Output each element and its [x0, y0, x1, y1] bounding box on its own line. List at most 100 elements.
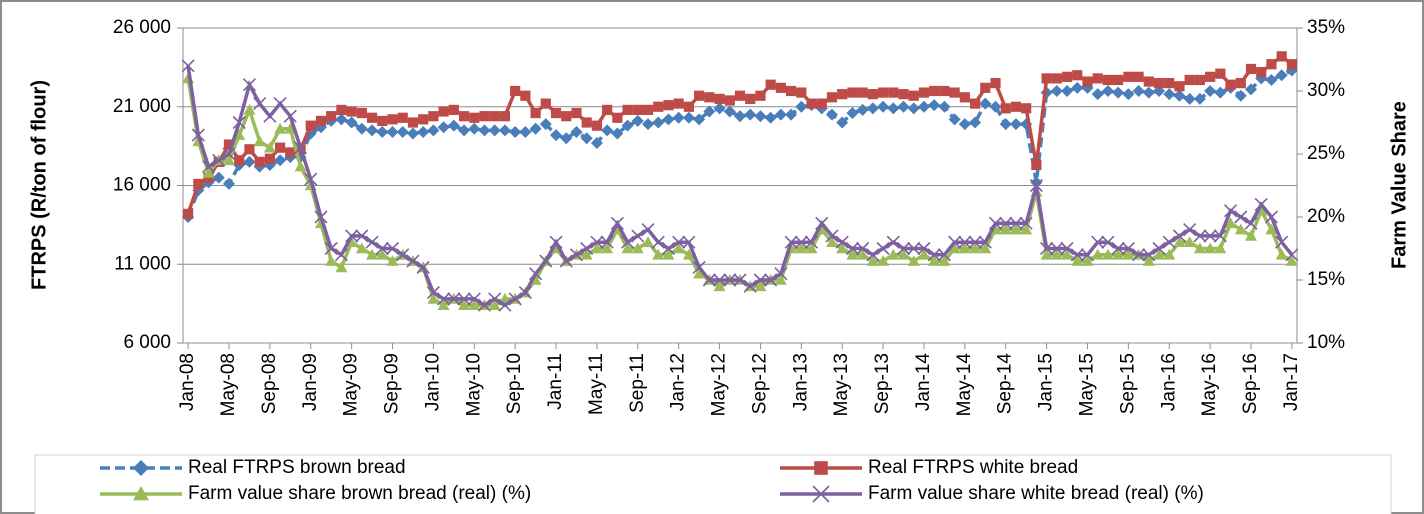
point	[784, 235, 798, 249]
point	[692, 260, 706, 274]
point	[845, 241, 859, 256]
x-tick-label: Sep-08	[259, 353, 280, 414]
point	[407, 117, 419, 128]
point	[193, 178, 204, 190]
point	[724, 95, 735, 106]
point	[1142, 86, 1155, 99]
point	[1214, 242, 1227, 254]
point	[1153, 248, 1166, 260]
x-tick-label: Jan-12	[668, 353, 689, 411]
point	[1102, 74, 1114, 86]
point	[642, 236, 655, 247]
point	[202, 166, 215, 178]
y-tick-label: 21 000	[113, 96, 171, 117]
point	[653, 101, 664, 112]
point	[723, 105, 736, 118]
point	[694, 90, 705, 101]
point	[498, 298, 512, 312]
point	[468, 122, 481, 135]
point	[1264, 210, 1279, 224]
point	[682, 248, 695, 260]
point	[612, 112, 623, 123]
point	[479, 111, 490, 122]
point	[907, 102, 920, 115]
point	[969, 242, 982, 254]
point	[837, 89, 848, 100]
point	[1040, 248, 1053, 260]
point	[1010, 101, 1022, 112]
point	[1245, 229, 1258, 241]
point	[774, 267, 788, 281]
point	[621, 242, 634, 254]
point	[232, 115, 246, 130]
point	[426, 286, 440, 300]
point	[274, 154, 287, 167]
point	[877, 100, 890, 113]
point	[488, 124, 501, 137]
point	[1121, 241, 1135, 256]
y2-axis-title: Farm Value Share	[1388, 101, 1410, 269]
point	[561, 111, 572, 122]
point	[417, 125, 430, 138]
point	[539, 118, 552, 131]
point	[662, 248, 675, 260]
point	[651, 235, 665, 249]
point	[1234, 210, 1248, 224]
point	[222, 147, 236, 161]
y2-tick-label: 10%	[1307, 332, 1345, 353]
point	[1021, 103, 1032, 114]
point	[314, 210, 328, 224]
point	[418, 114, 429, 125]
point	[602, 104, 613, 115]
point	[682, 111, 695, 124]
point	[406, 254, 420, 268]
point	[753, 273, 768, 287]
point	[754, 280, 767, 292]
point	[549, 235, 563, 249]
point	[590, 136, 603, 149]
point	[713, 102, 726, 115]
point	[1224, 204, 1238, 218]
point	[897, 248, 910, 260]
point	[958, 235, 972, 249]
legend-marker	[133, 486, 149, 501]
point	[927, 248, 941, 262]
y2-tick-label: 20%	[1307, 206, 1345, 227]
y2-tick-label: 30%	[1307, 80, 1345, 101]
point	[999, 118, 1012, 131]
point	[835, 235, 849, 249]
point	[856, 241, 870, 256]
point	[1009, 216, 1023, 230]
point	[713, 280, 726, 292]
point	[488, 292, 502, 306]
point	[938, 255, 951, 266]
point	[550, 129, 563, 142]
point	[1214, 86, 1227, 99]
point	[907, 255, 920, 266]
point	[437, 292, 451, 306]
point	[346, 106, 357, 117]
point	[693, 267, 706, 279]
point	[571, 107, 582, 119]
point	[212, 171, 225, 184]
point	[1142, 248, 1156, 262]
point	[774, 108, 787, 121]
point	[846, 107, 859, 120]
point	[1122, 88, 1135, 101]
point	[324, 241, 338, 256]
point	[631, 114, 644, 127]
point	[488, 299, 501, 310]
point	[469, 112, 480, 123]
point	[938, 100, 951, 113]
point	[1082, 76, 1093, 87]
point	[958, 118, 971, 131]
point	[672, 111, 685, 124]
x-tick-label: Sep-12	[749, 353, 770, 414]
point	[355, 122, 368, 135]
point	[1009, 118, 1022, 131]
point	[1000, 103, 1011, 114]
point	[775, 82, 786, 93]
y-axis-title: FTRPS (R/ton of flour)	[28, 80, 50, 290]
point	[857, 87, 868, 98]
point	[641, 223, 655, 237]
